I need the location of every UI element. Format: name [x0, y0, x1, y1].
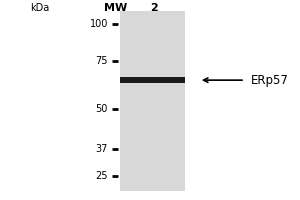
Text: 75: 75: [95, 56, 108, 66]
Text: ERp57: ERp57: [251, 74, 289, 87]
Text: 100: 100: [90, 19, 108, 29]
Text: 25: 25: [95, 171, 108, 181]
Bar: [120, 77, 185, 83]
Text: kDa: kDa: [30, 3, 49, 13]
Bar: [120, 11, 185, 191]
Text: 50: 50: [96, 104, 108, 114]
Text: 37: 37: [96, 144, 108, 154]
Text: MW: MW: [104, 3, 127, 13]
Text: 2: 2: [150, 3, 158, 13]
